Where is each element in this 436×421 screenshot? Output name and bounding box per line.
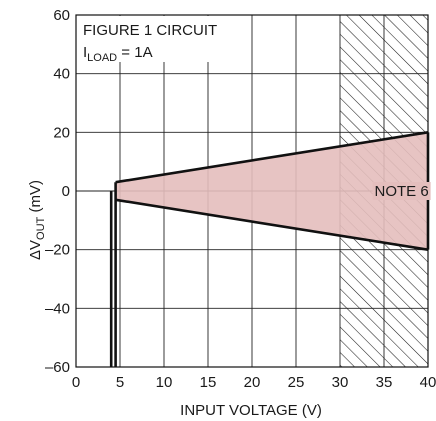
series-line-1: [115, 131, 429, 184]
y-tick-label: –60: [45, 359, 70, 376]
note-label: NOTE 6: [375, 183, 429, 200]
annotation-background: [79, 16, 241, 62]
x-tick-labels: 0 5 10 15 20 25 30 35 40: [72, 374, 436, 391]
y-tick-label: 60: [53, 7, 70, 24]
x-axis-title: INPUT VOLTAGE (V): [180, 402, 322, 419]
x-tick-label: 10: [156, 374, 173, 391]
series-line-2: [115, 198, 429, 251]
y-tick-label: 40: [53, 66, 70, 83]
x-tick-label: 0: [72, 374, 80, 391]
y-tick-label: –20: [45, 242, 70, 259]
x-tick-label: 15: [200, 374, 217, 391]
annotation-line-1: FIGURE 1 CIRCUIT: [83, 22, 217, 39]
y-axis-title: ΔVOUT (mV): [27, 180, 47, 260]
x-tick-label: 25: [288, 374, 305, 391]
y-tick-label: 20: [53, 124, 70, 141]
x-tick-label: 5: [116, 374, 124, 391]
x-tick-label: 40: [420, 374, 436, 391]
x-tick-label: 30: [332, 374, 349, 391]
y-tick-label: 0: [62, 183, 70, 200]
x-tick-label: 20: [244, 374, 261, 391]
y-tick-labels: –60 –40 –20 0 20 40 60: [45, 7, 70, 376]
y-tick-label: –40: [45, 300, 70, 317]
x-tick-label: 35: [376, 374, 393, 391]
note-label-background: [372, 182, 431, 200]
annotation-line-2: ILOAD = 1A: [83, 44, 153, 64]
tolerance-band: [115, 132, 428, 250]
